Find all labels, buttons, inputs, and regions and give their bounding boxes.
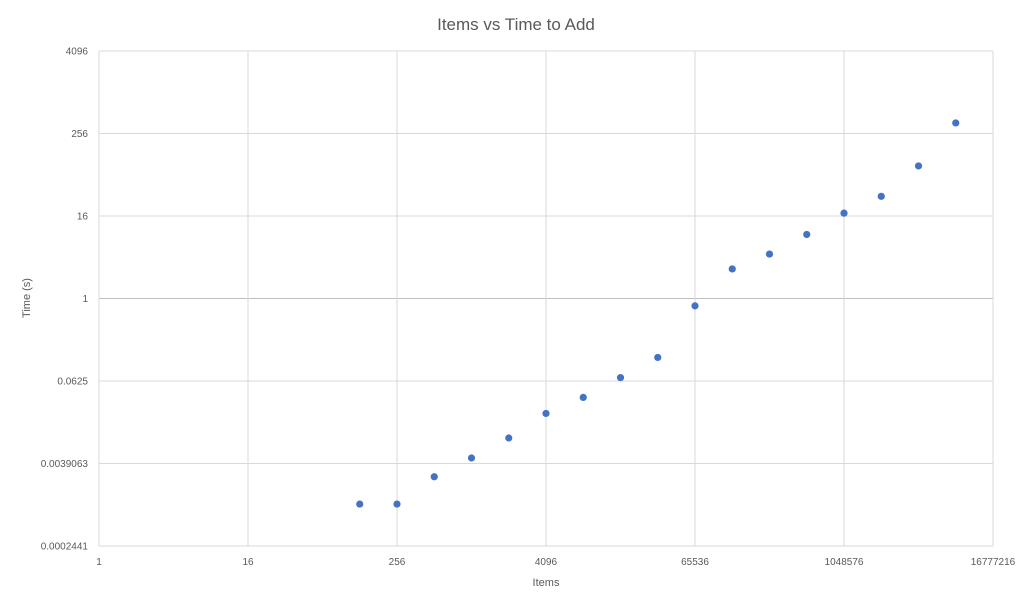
data-point	[803, 230, 811, 239]
data-point	[467, 454, 476, 462]
y-tick-label: 256	[71, 129, 88, 140]
y-axis-title: Time (s)	[21, 278, 33, 318]
y-tick-label: 1	[82, 294, 88, 305]
grid-lines	[98, 50, 994, 547]
data-point	[616, 374, 625, 382]
y-tick-label: 4096	[66, 47, 89, 58]
x-tick-label: 256	[389, 557, 406, 568]
x-axis-tick-labels: 1 16 256 4096 65536 1048576 16777216	[96, 557, 1015, 568]
data-point	[691, 302, 699, 310]
data-point	[952, 119, 960, 127]
data-point	[914, 162, 923, 170]
x-tick-label: 16777216	[971, 557, 1016, 568]
data-points	[356, 119, 960, 508]
x-tick-label: 65536	[681, 557, 709, 568]
y-axis-tick-labels: 0.0002441 0.0039063 0.0625 1 16 256 4096	[41, 47, 89, 553]
y-tick-label: 0.0625	[57, 376, 88, 387]
data-point	[505, 434, 513, 442]
data-point	[542, 409, 550, 418]
data-point	[430, 473, 438, 481]
x-tick-label: 4096	[535, 557, 558, 568]
chart-title: Items vs Time to Add	[437, 15, 595, 34]
data-point	[654, 353, 662, 362]
data-point	[765, 250, 774, 258]
data-point	[840, 209, 848, 217]
data-point	[356, 500, 364, 508]
data-point	[393, 500, 401, 508]
x-tick-label: 1	[96, 557, 102, 568]
y-tick-label: 16	[77, 211, 89, 222]
x-axis-title: Items	[533, 577, 560, 589]
y-tick-label: 0.0002441	[41, 542, 89, 553]
x-tick-label: 16	[242, 557, 254, 568]
data-point	[877, 192, 885, 200]
y-tick-label: 0.0039063	[41, 459, 89, 470]
data-point	[728, 265, 736, 273]
x-tick-label: 1048576	[825, 557, 864, 568]
data-point	[579, 393, 587, 402]
